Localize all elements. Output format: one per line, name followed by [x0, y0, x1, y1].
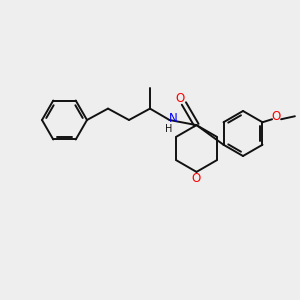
Text: O: O [272, 110, 281, 123]
Text: N: N [169, 112, 178, 125]
Text: H: H [165, 124, 172, 134]
Text: O: O [176, 92, 185, 105]
Text: O: O [192, 172, 201, 185]
